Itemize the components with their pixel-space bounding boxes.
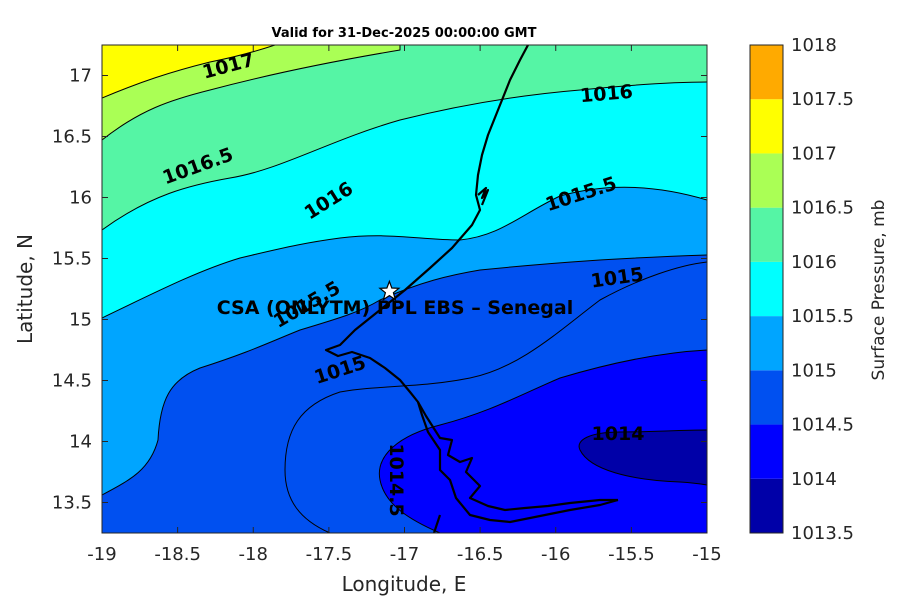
colorbar-swatch	[750, 261, 783, 317]
contour-label: 1014.5	[385, 443, 407, 516]
colorbar-swatch	[750, 316, 783, 371]
x-tick-label: -16	[541, 544, 570, 565]
colorbar-swatch	[750, 99, 783, 154]
colorbar-tick-label: 1016.5	[791, 198, 854, 219]
gambia-border	[417, 401, 618, 512]
x-tick-label: -17.5	[306, 544, 353, 565]
colorbar-tick-label: 1014.5	[791, 415, 854, 436]
band-1014-1014.5	[379, 350, 707, 533]
x-tick-label: -19	[87, 544, 116, 565]
colorbar-swatch	[750, 153, 783, 208]
y-tick-label: 17	[69, 66, 92, 87]
coastline	[324, 45, 619, 533]
y-tick-label: 14.5	[52, 371, 92, 392]
contour-label: 1016	[579, 81, 634, 108]
x-tick-label: -15.5	[608, 544, 655, 565]
band-1017-1017.5	[102, 45, 275, 98]
colorbar-swatch	[750, 370, 783, 425]
colorbar-frame	[749, 44, 784, 534]
isobar-1015.5	[102, 186, 707, 319]
x-tick-label: -17	[390, 544, 419, 565]
isobars	[102, 45, 707, 533]
river-mouth	[477, 186, 490, 206]
x-axis-label: Longitude, E	[342, 572, 467, 596]
y-tick-label: 16.5	[52, 127, 92, 148]
colorbar-swatch	[750, 45, 783, 100]
y-tick-label: 15	[69, 310, 92, 331]
y-tick-label: 14	[69, 432, 92, 453]
x-tick-label: -18	[239, 544, 268, 565]
colorbar-tick-label: 1015.5	[791, 306, 854, 327]
map-title: Valid for 31-Dec-2025 00:00:00 GMT	[272, 26, 537, 41]
pressure-field: 1017 1016 1016.5 1016 1015.5 1015 1015.5…	[102, 45, 707, 533]
colorbar-tick-label: 1014	[791, 469, 837, 490]
southern-border	[432, 514, 442, 533]
colorbar-tick-label: 1013.5	[791, 523, 854, 544]
senegal-coast	[324, 45, 619, 524]
isobar-1014.5	[284, 261, 707, 533]
y-tick-label: 13.5	[52, 493, 92, 514]
colorbar: 1013.5 1014 1014.5 1015 1015.5 1016 1016.5 1017…	[749, 35, 854, 544]
x-tick-label: -15	[692, 544, 721, 565]
colorbar-tick-label: 1015	[791, 360, 837, 381]
isobar-1016	[102, 81, 707, 231]
isobar-1014	[378, 349, 707, 533]
colorbar-swatch	[750, 478, 783, 533]
isobar-1017	[102, 45, 276, 99]
contour-label: 1014	[592, 423, 645, 445]
colorbar-tick-label: 1016	[791, 252, 837, 273]
x-tick-label: -16.5	[457, 544, 504, 565]
site-label: CSA (ONLYTM) PPL EBS – Senegal	[217, 297, 573, 319]
x-tick-label: -18.5	[154, 544, 201, 565]
isobar-1016.5-a	[102, 45, 401, 141]
colorbar-swatch	[750, 424, 783, 479]
site-star-icon	[378, 279, 401, 301]
colorbar-label: Surface Pressure, mb	[869, 200, 889, 381]
band-1016-1016.5	[102, 45, 707, 230]
y-axis: 13.5 14 14.5 15 15.5 16 16.5 17	[52, 66, 707, 514]
x-axis: -19 -18.5 -18 -17.5 -17 -16.5 -16 -15.5 -15	[87, 45, 722, 565]
colorbar-tick-label: 1017.5	[791, 89, 854, 110]
y-axis-label: Latitude, N	[13, 234, 37, 344]
colorbar-tick-label: 1018	[791, 35, 837, 56]
y-tick-label: 15.5	[52, 249, 92, 270]
isobar-1015	[102, 254, 707, 496]
colorbar-swatch	[750, 207, 783, 262]
y-tick-label: 16	[69, 188, 92, 209]
isobar-1013.5	[578, 429, 707, 486]
colorbar-tick-label: 1017	[791, 143, 837, 164]
